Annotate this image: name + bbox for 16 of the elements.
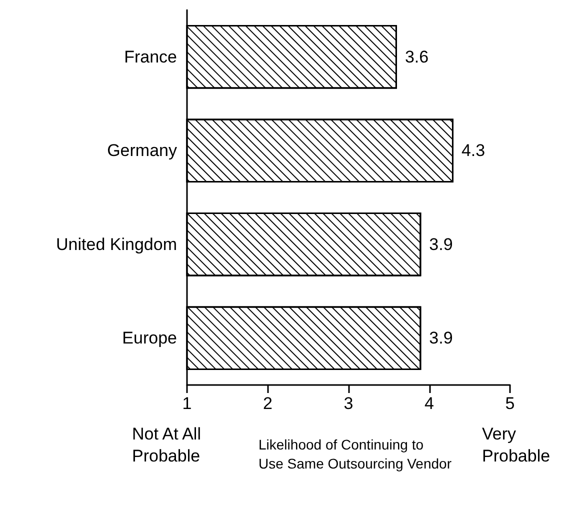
data-label: 3.9 xyxy=(429,234,453,254)
x-tick-label: 5 xyxy=(505,394,515,413)
y-tick-label: Germany xyxy=(107,141,178,160)
y-tick-label: Europe xyxy=(122,328,177,348)
x-tick-label: 4 xyxy=(424,394,434,413)
y-tick-label: United Kingdom xyxy=(56,234,177,254)
data-label: 4.3 xyxy=(461,141,486,160)
y-tick-label: France xyxy=(124,47,177,66)
text: Very Probable xyxy=(482,424,550,466)
x-tick-label: 1 xyxy=(182,394,192,413)
text: Not At All Probable xyxy=(132,424,201,466)
x-tick-label: 2 xyxy=(263,394,272,413)
x-tick-label: 3 xyxy=(344,394,354,413)
data-label: 3.9 xyxy=(429,328,453,348)
data-label: 3.6 xyxy=(404,47,429,66)
x-axis-title: Likelihood of Continuing to Use Same Outsourcing Vendor xyxy=(258,436,452,472)
